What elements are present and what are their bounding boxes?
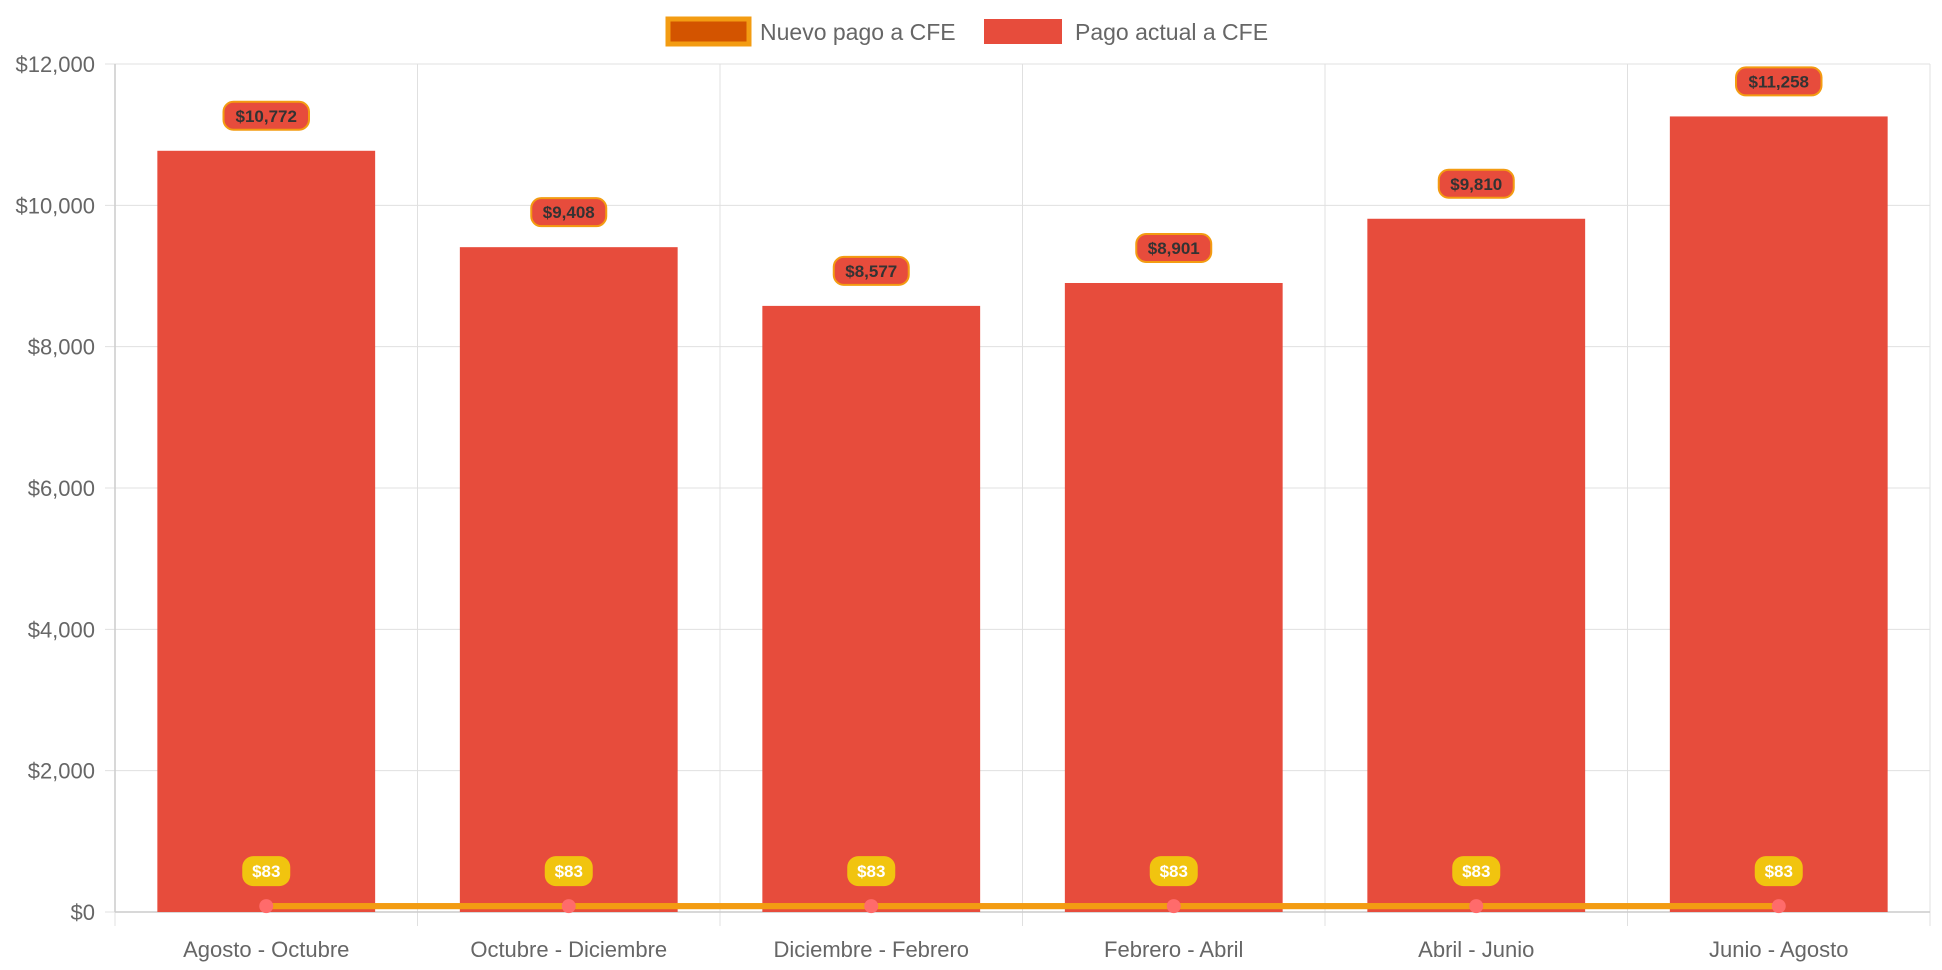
line-point[interactable]: [561, 899, 576, 914]
bar-data-label: $8,577: [832, 255, 910, 286]
x-tick-label: Agosto - Octubre: [183, 937, 349, 962]
bar-data-label-bg: [1735, 66, 1823, 97]
bar-data-label-text: $11,258: [1748, 72, 1809, 91]
line-data-label-text: $83: [1462, 862, 1490, 881]
y-tick-label: $2,000: [28, 759, 95, 784]
line-data-labels: $83 $83 $83 $83 $83 $83: [242, 856, 1803, 887]
bar-data-label-bg: [832, 255, 910, 286]
y-tick-label: $4,000: [28, 617, 95, 642]
bar-series: [157, 116, 1888, 913]
line-data-label-bg: [1754, 856, 1803, 887]
line-data-label: $83: [544, 856, 593, 887]
line-data-label-text: $83: [555, 862, 583, 881]
x-axis: Agosto - Octubre Octubre - Diciembre Dicie…: [115, 911, 1930, 962]
line-data-label: $83: [1452, 856, 1501, 887]
bar-data-label: $10,772: [222, 100, 310, 131]
grid-lines: [105, 63, 1931, 926]
bar-data-label-text: $9,408: [543, 203, 595, 222]
line-data-label: $83: [1754, 856, 1803, 887]
bar-data-label-bg: [1437, 168, 1515, 199]
y-tick-label: $10,000: [15, 193, 95, 218]
legend-item-nuevo-pago[interactable]: Nuevo pago a CFE: [665, 16, 956, 47]
bar[interactable]: [1367, 218, 1586, 912]
legend-label-pago-actual: Pago actual a CFE: [1075, 19, 1268, 45]
line-data-label-bg: [544, 856, 593, 887]
y-tick-label: $12,000: [15, 52, 95, 77]
line-point[interactable]: [1771, 899, 1786, 914]
legend[interactable]: Nuevo pago a CFE Pago actual a CFE: [665, 16, 1268, 47]
y-axis: $0 $2,000 $4,000 $6,000 $8,000 $10,000 $12,000: [15, 52, 116, 925]
line-data-label-text: $83: [252, 862, 280, 881]
legend-label-nuevo-pago: Nuevo pago a CFE: [760, 19, 956, 45]
line-data-label-bg: [1452, 856, 1501, 887]
line-data-label: $83: [242, 856, 291, 887]
line-data-label: $83: [847, 856, 896, 887]
x-tick-label: Abril - Junio: [1418, 937, 1534, 962]
bar[interactable]: [1064, 282, 1283, 913]
line-point[interactable]: [864, 899, 879, 914]
line-point[interactable]: [259, 899, 274, 914]
bar-data-label: $9,408: [530, 197, 608, 228]
line-series: [259, 899, 1786, 914]
line-point[interactable]: [1469, 899, 1484, 914]
line-data-label-bg: [1149, 856, 1198, 887]
line-data-label-bg: [242, 856, 291, 887]
bar-data-label: $8,901: [1135, 232, 1213, 263]
y-tick-label: $8,000: [28, 335, 95, 360]
legend-item-pago-actual[interactable]: Pago actual a CFE: [984, 19, 1268, 45]
x-tick-label: Octubre - Diciembre: [470, 937, 667, 962]
bar-data-label-text: $8,901: [1148, 239, 1200, 258]
bar-data-label-bg: [1135, 232, 1213, 263]
line-data-label-bg: [847, 856, 896, 887]
x-tick-label: Diciembre - Febrero: [773, 937, 969, 962]
bar[interactable]: [762, 305, 981, 913]
line-data-label: $83: [1149, 856, 1198, 887]
legend-swatch-bar: [984, 19, 1062, 44]
bar-data-label-text: $9,810: [1450, 175, 1502, 194]
line-point[interactable]: [1166, 899, 1181, 914]
x-tick-label: Junio - Agosto: [1709, 937, 1848, 962]
bar-data-label-bg: [222, 100, 310, 131]
bar-data-label: $9,810: [1437, 168, 1515, 199]
bar-data-label-bg: [530, 197, 608, 228]
line-data-label-text: $83: [857, 862, 885, 881]
bar[interactable]: [459, 247, 678, 913]
bar-data-labels: $10,772 $9,408 $8,577 $8,901 $9,810 $11,258: [222, 66, 1823, 286]
line-data-label-text: $83: [1765, 862, 1793, 881]
y-tick-label: $6,000: [28, 476, 95, 501]
bar-data-label: $11,258: [1735, 66, 1823, 97]
bar-data-label-text: $10,772: [236, 107, 297, 126]
line-data-label-text: $83: [1160, 862, 1188, 881]
bar[interactable]: [157, 150, 376, 912]
bar[interactable]: [1669, 116, 1888, 912]
y-tick-label: $0: [71, 900, 95, 925]
legend-swatch-line: [665, 16, 752, 47]
x-tick-label: Febrero - Abril: [1104, 937, 1243, 962]
bar-data-label-text: $8,577: [845, 262, 897, 281]
